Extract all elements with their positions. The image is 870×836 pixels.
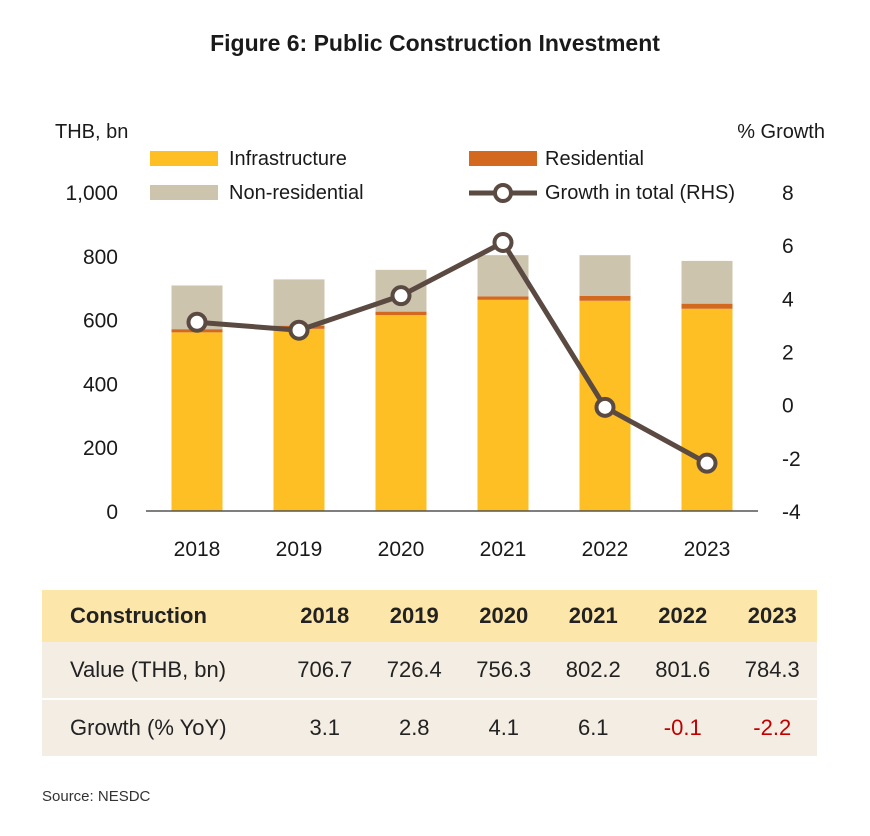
y-axis-right-label: % Growth [737,121,825,143]
chart-canvas: THB, bn % Growth 0 200 400 600 800 1,000 -4 -2 0 2 4… [55,121,825,561]
bar-residential-2022 [579,295,631,301]
bar-infrastructure-2021 [477,299,529,511]
bar-residential-2021 [477,296,529,300]
y-tick-left-label: 400 [83,373,118,396]
table-cell: 726.4 [369,642,459,700]
growth-point-2019 [288,319,310,341]
growth-point-2023 [696,452,718,474]
header-cell: Construction [42,590,280,642]
y-axis-left-label: THB, bn [55,121,128,143]
bar-non-residential-2019 [273,279,325,326]
bar-non-residential-2022 [579,255,631,296]
x-tick-label: 2021 [480,538,527,561]
table-cell: -2.2 [727,699,817,756]
bar-infrastructure-2023 [681,308,733,511]
growth-line [196,240,709,466]
y-tick-left-label: 800 [83,246,118,269]
y-tick-left-label: 0 [106,501,118,524]
table-cell: 6.1 [548,699,638,756]
legend-label-infrastructure: Infrastructure [229,148,347,170]
bar-non-residential-2023 [681,260,733,304]
bar-non-residential-2021 [477,255,529,297]
y-tick-right-label: 8 [782,182,794,205]
legend-label-non-residential: Non-residential [229,182,364,204]
growth-point-2020 [390,285,412,307]
y-tick-left-label: 600 [83,310,118,333]
y-tick-left-label: 200 [83,437,118,460]
header-cell: 2020 [459,590,549,642]
growth-point-2021 [492,232,514,254]
bar-residential-2023 [681,303,733,309]
y-tick-left-label: 1,000 [65,182,118,205]
x-tick-label: 2022 [582,538,629,561]
x-tick-label: 2023 [684,538,731,561]
legend-swatch-infrastructure [150,151,218,166]
table-cell: 3.1 [280,699,370,756]
growth-point-2018 [186,311,208,333]
table-row: Growth (% YoY) 3.1 2.8 4.1 6.1 -0.1 -2.2 [42,699,817,756]
table-cell: 801.6 [638,642,728,700]
y-tick-right-label: 4 [782,288,794,311]
source-note: Source: NESDC [42,788,151,805]
x-tick-label: 2018 [174,538,221,561]
y-tick-right-label: -2 [782,448,801,471]
legend-swatch-non-residential [150,185,218,200]
x-tick-label: 2019 [276,538,323,561]
table-cell: 802.2 [548,642,638,700]
bar-infrastructure-2020 [375,315,427,511]
legend-marker-growth [493,183,513,203]
table-cell: 756.3 [459,642,549,700]
data-table: Construction 2018 2019 2020 2021 2022 20… [42,590,817,756]
legend-label-growth: Growth in total (RHS) [545,182,735,204]
table-row: Value (THB, bn) 706.7 726.4 756.3 802.2 … [42,642,817,700]
row-label: Growth (% YoY) [42,699,280,756]
table-cell: -0.1 [638,699,728,756]
legend-label-residential: Residential [545,148,644,170]
row-label: Value (THB, bn) [42,642,280,700]
chart-title: Figure 6: Public Construction Investment [210,30,660,56]
growth-point-2022 [594,396,616,418]
legend-swatch-residential [469,151,537,166]
header-cell: 2021 [548,590,638,642]
table-cell: 784.3 [727,642,817,700]
y-tick-right-label: -4 [782,501,801,524]
y-tick-right-label: 6 [782,235,794,258]
y-tick-right-label: 2 [782,342,794,365]
bar-residential-2020 [375,311,427,316]
bar-infrastructure-2019 [273,328,325,511]
table-cell: 2.8 [369,699,459,756]
y-tick-right-label: 0 [782,395,794,418]
table-cell: 4.1 [459,699,549,756]
header-cell: 2023 [727,590,817,642]
x-tick-label: 2020 [378,538,425,561]
table-header-row: Construction 2018 2019 2020 2021 2022 20… [42,590,817,642]
table-cell: 706.7 [280,642,370,700]
header-cell: 2019 [369,590,459,642]
bar-infrastructure-2018 [171,332,223,511]
header-cell: 2022 [638,590,728,642]
header-cell: 2018 [280,590,370,642]
